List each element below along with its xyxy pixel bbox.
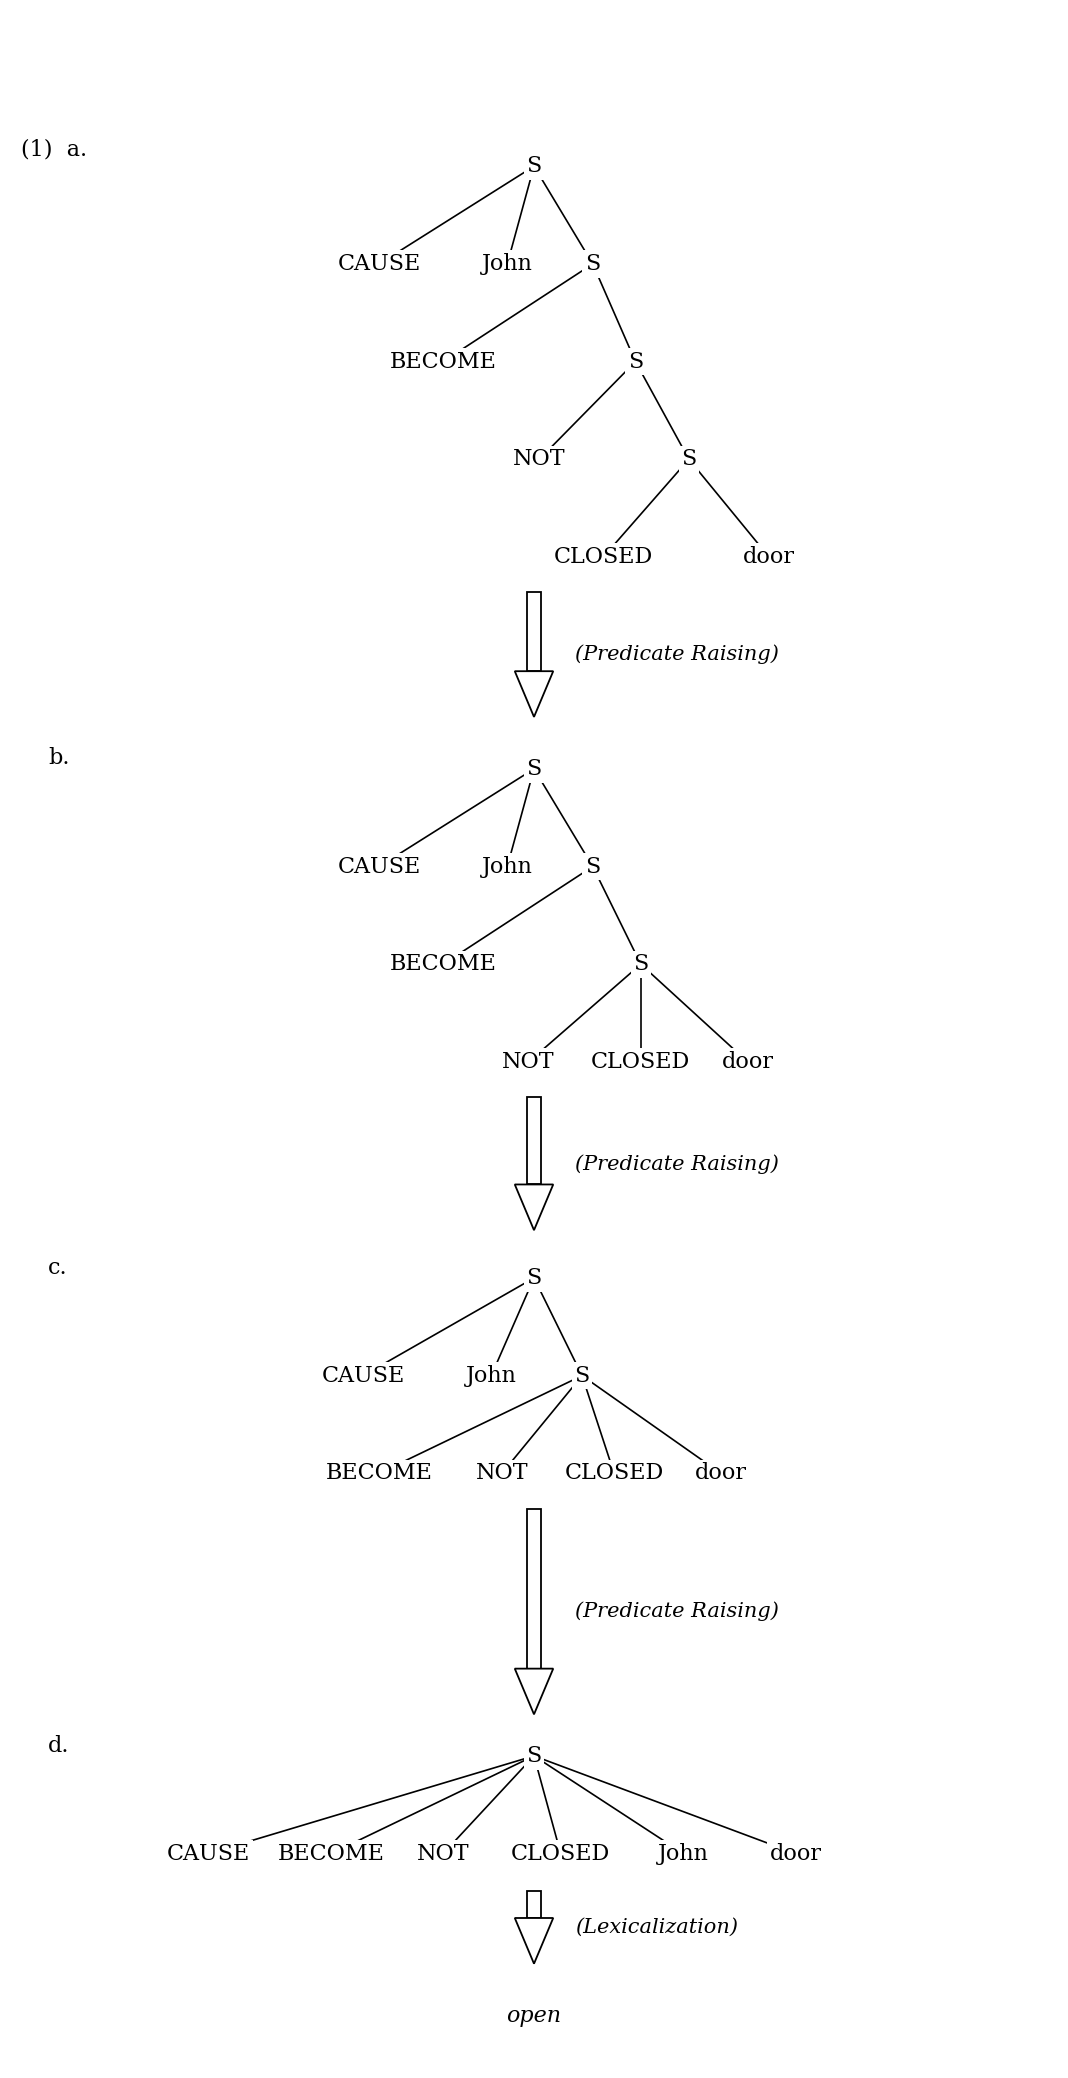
Bar [527, 1509, 541, 1669]
Text: door: door [722, 1051, 773, 1072]
Text: (Predicate Raising): (Predicate Raising) [575, 644, 779, 665]
Text: BECOME: BECOME [390, 351, 497, 372]
Text: John: John [482, 856, 533, 877]
Text: NOT: NOT [417, 1843, 470, 1864]
Text: (1)  a.: (1) a. [21, 139, 88, 160]
Text: John: John [482, 254, 533, 274]
Text: CLOSED: CLOSED [565, 1463, 663, 1484]
Text: BECOME: BECOME [326, 1463, 433, 1484]
Text: CAUSE: CAUSE [337, 254, 421, 274]
Text: S: S [527, 1746, 541, 1766]
Text: CLOSED: CLOSED [554, 547, 653, 567]
Bar [527, 1891, 541, 1918]
Text: NOT: NOT [475, 1463, 529, 1484]
Polygon shape [515, 1184, 553, 1230]
Text: CLOSED: CLOSED [512, 1843, 610, 1864]
Text: S: S [628, 351, 643, 372]
Text: John: John [466, 1365, 517, 1386]
Bar [527, 1097, 541, 1184]
Text: BECOME: BECOME [390, 954, 497, 975]
Text: (Predicate Raising): (Predicate Raising) [575, 1602, 779, 1621]
Text: CLOSED: CLOSED [592, 1051, 690, 1072]
Text: c.: c. [48, 1257, 67, 1278]
Text: b.: b. [48, 748, 69, 769]
Text: S: S [585, 856, 600, 877]
Text: door: door [743, 547, 795, 567]
Text: S: S [527, 156, 541, 177]
Text: S: S [527, 758, 541, 779]
Text: S: S [633, 954, 648, 975]
Text: John: John [658, 1843, 709, 1864]
Text: (Predicate Raising): (Predicate Raising) [575, 1153, 779, 1174]
Polygon shape [515, 1669, 553, 1714]
Text: S: S [575, 1365, 590, 1386]
Text: NOT: NOT [513, 449, 566, 470]
Text: door: door [695, 1463, 747, 1484]
Text: CAUSE: CAUSE [167, 1843, 250, 1864]
Polygon shape [515, 1918, 553, 1964]
Text: S: S [527, 1268, 541, 1288]
Bar [527, 592, 541, 671]
Text: BECOME: BECOME [278, 1843, 384, 1864]
Text: CAUSE: CAUSE [337, 856, 421, 877]
Text: CAUSE: CAUSE [321, 1365, 405, 1386]
Text: door: door [770, 1843, 821, 1864]
Text: d.: d. [48, 1735, 69, 1756]
Text: S: S [585, 254, 600, 274]
Text: S: S [681, 449, 696, 470]
Polygon shape [515, 671, 553, 717]
Text: open: open [506, 2005, 562, 2026]
Text: NOT: NOT [502, 1051, 555, 1072]
Text: (Lexicalization): (Lexicalization) [575, 1918, 738, 1937]
